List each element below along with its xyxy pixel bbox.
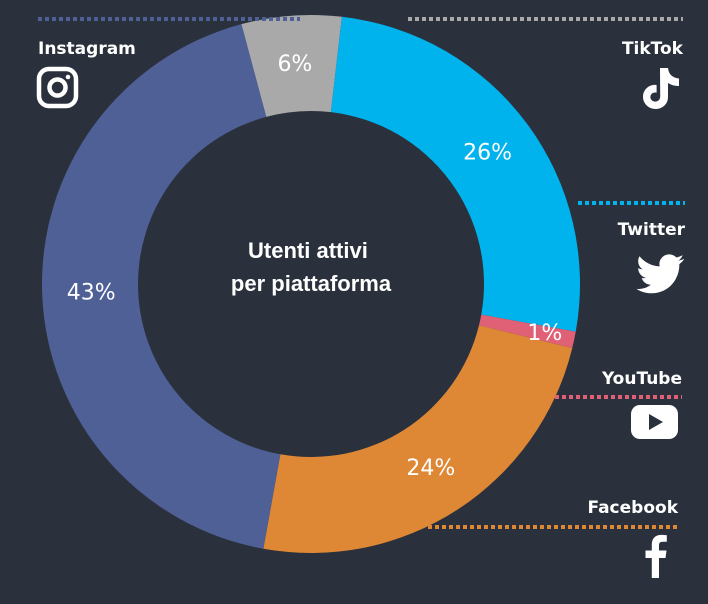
legend-label-twitter: Twitter (618, 220, 686, 240)
data-label-youtube: 1% (527, 321, 562, 346)
chart-title-line-2: per piattaforma (231, 271, 392, 296)
slice-instagram (42, 24, 281, 549)
tiktok-icon (643, 68, 679, 109)
legend-label-tiktok: TikTok (622, 39, 684, 59)
legend-label-instagram: Instagram (38, 39, 136, 59)
facebook-icon (645, 534, 667, 578)
chart-title-line-1: Utenti attivi (248, 238, 368, 263)
legend-label-youtube: YouTube (601, 369, 682, 389)
legend-label-facebook: Facebook (587, 498, 678, 518)
youtube-icon (631, 405, 678, 439)
data-label-instagram: 43% (67, 281, 116, 306)
data-label-twitter: 26% (463, 140, 512, 165)
data-label-facebook: 24% (406, 456, 455, 481)
chart-title: Utenti attivi per piattaforma (231, 238, 392, 296)
instagram-icon (36, 66, 79, 109)
data-label-altro: 6% (277, 52, 312, 77)
slice-youtube (479, 314, 576, 349)
slice-twitter (330, 16, 580, 332)
twitter-icon (636, 254, 685, 294)
slice-altro (241, 14, 342, 117)
slice-facebook (263, 325, 573, 553)
